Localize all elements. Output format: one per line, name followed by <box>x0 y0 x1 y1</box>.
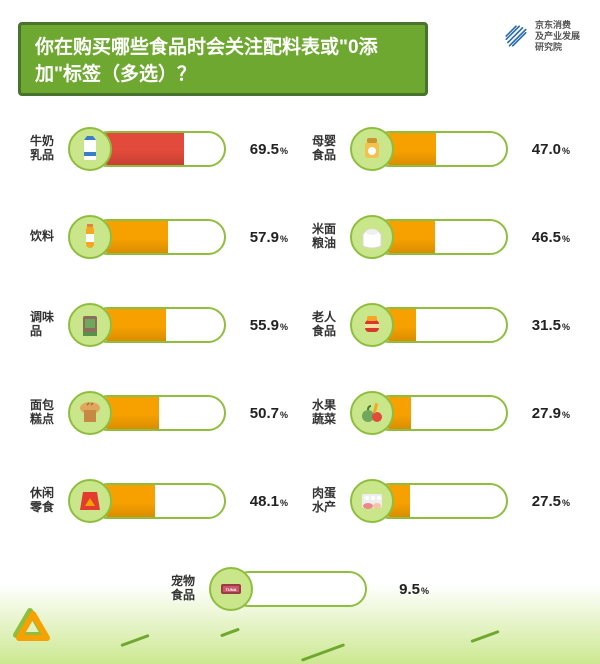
bar-value: 55.9% <box>232 317 288 334</box>
bar-value: 57.9% <box>232 229 288 246</box>
bar-wrap <box>350 127 508 171</box>
bar-wrap: TUNA <box>209 567 367 611</box>
logo-line1: 京东消费 <box>535 20 580 31</box>
bar-label: 牛奶乳品 <box>30 135 66 163</box>
pet-icon: TUNA <box>209 567 253 611</box>
bar-value: 27.9% <box>514 405 570 422</box>
veg-icon <box>350 391 394 435</box>
bar-wrap <box>350 215 508 259</box>
chart-bottom-row: 宠物食品 TUNA 9.5% <box>30 560 570 618</box>
logo-line2: 及产业发展 <box>535 31 580 42</box>
jd-logo: 京东消费 及产业发展 研究院 <box>503 20 580 52</box>
bar-value: 27.5% <box>514 493 570 510</box>
infographic-stage: 你在购买哪些食品时会关注配料表或"0添加"标签（多选）？ 京东消费 及产业发展 … <box>0 0 600 664</box>
bar-label: 休闲零食 <box>30 487 66 515</box>
bar-row: 调味品 55.9% <box>30 296 288 354</box>
bar-label: 米面粮油 <box>312 223 348 251</box>
bar-row: 宠物食品 TUNA 9.5% <box>171 560 429 618</box>
bar-chart: 牛奶乳品 69.5% 饮料 57.9% 调味品 55.9% 面包糕点 50.7% 休闲零食 48.… <box>30 120 570 618</box>
elder-icon <box>350 303 394 347</box>
bar-label: 母婴食品 <box>312 135 348 163</box>
season-icon <box>68 303 112 347</box>
title-text: 你在购买哪些食品时会关注配料表或"0添加"标签（多选）？ <box>35 35 411 88</box>
corner-triangle-icon <box>10 603 52 650</box>
bar-row: 牛奶乳品 69.5% <box>30 120 288 178</box>
logo-mark-icon <box>503 23 529 49</box>
bar-wrap <box>350 391 508 435</box>
chart-columns: 牛奶乳品 69.5% 饮料 57.9% 调味品 55.9% 面包糕点 50.7% 休闲零食 48.… <box>30 120 570 530</box>
bar-label: 老人食品 <box>312 311 348 339</box>
bar-wrap <box>68 215 226 259</box>
bar-label: 饮料 <box>30 230 66 244</box>
bottom-decor <box>0 624 600 664</box>
drink-icon <box>68 215 112 259</box>
title-bar: 你在购买哪些食品时会关注配料表或"0添加"标签（多选）？ <box>18 22 428 96</box>
bar-label: 宠物食品 <box>171 575 207 603</box>
bar-label: 调味品 <box>30 311 66 339</box>
logo-text: 京东消费 及产业发展 研究院 <box>535 20 580 52</box>
rice-icon <box>350 215 394 259</box>
bar-value: 48.1% <box>232 493 288 510</box>
bar-label: 水果蔬菜 <box>312 399 348 427</box>
meat-icon <box>350 479 394 523</box>
chart-col-left: 牛奶乳品 69.5% 饮料 57.9% 调味品 55.9% 面包糕点 50.7% 休闲零食 48.… <box>30 120 288 530</box>
bar-row: 饮料 57.9% <box>30 208 288 266</box>
bar-wrap <box>350 303 508 347</box>
bar-row: 休闲零食 48.1% <box>30 472 288 530</box>
logo-line3: 研究院 <box>535 42 580 53</box>
bar-row: 水果蔬菜 27.9% <box>312 384 570 442</box>
bar-value: 47.0% <box>514 141 570 158</box>
bread-icon <box>68 391 112 435</box>
bar-value: 9.5% <box>373 581 429 598</box>
bar-row: 肉蛋水产 27.5% <box>312 472 570 530</box>
snack-icon <box>68 479 112 523</box>
bar-wrap <box>68 127 226 171</box>
bar-row: 米面粮油 46.5% <box>312 208 570 266</box>
bar-value: 50.7% <box>232 405 288 422</box>
bar-label: 面包糕点 <box>30 399 66 427</box>
bar-wrap <box>68 303 226 347</box>
bar-value: 69.5% <box>232 141 288 158</box>
bar-wrap <box>68 479 226 523</box>
bar-row: 老人食品 31.5% <box>312 296 570 354</box>
bar-label: 肉蛋水产 <box>312 487 348 515</box>
svg-text:TUNA: TUNA <box>225 587 236 592</box>
baby-icon <box>350 127 394 171</box>
bar-row: 母婴食品 47.0% <box>312 120 570 178</box>
bar-wrap <box>68 391 226 435</box>
milk-icon <box>68 127 112 171</box>
bar-row: 面包糕点 50.7% <box>30 384 288 442</box>
chart-col-right: 母婴食品 47.0% 米面粮油 46.5% 老人食品 31.5% 水果蔬菜 27.9% 肉蛋水产… <box>312 120 570 530</box>
bar-value: 31.5% <box>514 317 570 334</box>
bar-wrap <box>350 479 508 523</box>
bar-value: 46.5% <box>514 229 570 246</box>
